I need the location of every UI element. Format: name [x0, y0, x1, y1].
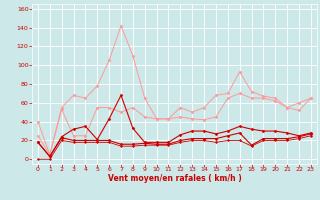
X-axis label: Vent moyen/en rafales ( km/h ): Vent moyen/en rafales ( km/h ): [108, 174, 241, 183]
